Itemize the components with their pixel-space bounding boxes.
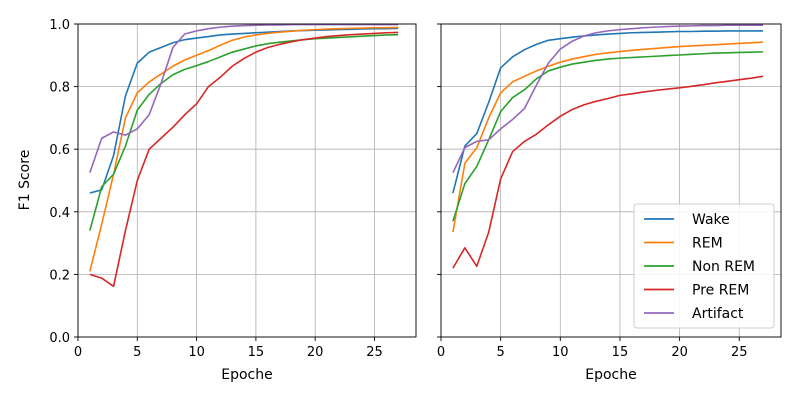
x-tick-label: 5 <box>133 345 141 360</box>
x-tick-label: 20 <box>307 345 324 360</box>
x-tick-label: 0 <box>437 345 445 360</box>
y-tick-label: 0.4 <box>49 206 70 221</box>
axes-frame <box>77 23 417 338</box>
x-tick-label: 25 <box>366 345 383 360</box>
axes-frame <box>440 23 782 338</box>
x-tick-label: 25 <box>731 345 748 360</box>
y-tick-label: 0.0 <box>49 331 70 346</box>
y-tick-label: 1.0 <box>49 18 70 33</box>
series-line-non-rem <box>452 51 764 222</box>
series-line-artifact <box>452 24 764 174</box>
x-tick-label: 10 <box>552 345 569 360</box>
series-line-pre-rem <box>89 31 399 288</box>
y-tick-label: 0.6 <box>49 143 70 158</box>
legend: Wake REM Non REM Pre REM Artifact <box>633 203 775 329</box>
series-line-rem <box>452 41 764 233</box>
plot-area <box>77 23 416 338</box>
series-line-wake <box>89 27 399 194</box>
plot-area <box>440 23 781 338</box>
y-tick-label: 0.8 <box>49 81 70 96</box>
x-axis-label: Epoche <box>585 367 636 383</box>
legend-label-rem: REM <box>692 236 723 252</box>
x-axis-label: Epoche <box>221 367 272 383</box>
series-line-artifact <box>89 23 399 173</box>
legend-box <box>633 203 775 329</box>
legend-label-wake: Wake <box>692 212 730 228</box>
legend-label-non-rem: Non REM <box>692 259 755 275</box>
x-tick-label: 15 <box>248 345 265 360</box>
series-line-wake <box>452 30 764 194</box>
legend-label-pre-rem: Pre REM <box>692 283 749 299</box>
y-axis-label: F1 Score <box>17 150 33 211</box>
x-tick-label: 20 <box>671 345 688 360</box>
right-subplot: Epoche 0 5 10 15 20 25 Wake REM Non REM Pre REM Ar… <box>437 23 782 383</box>
x-tick-label: 5 <box>497 345 505 360</box>
series-line-pre-rem <box>452 75 764 269</box>
x-tick-label: 0 <box>74 345 82 360</box>
x-tick-label: 10 <box>188 345 205 360</box>
legend-label-artifact: Artifact <box>692 306 744 322</box>
left-subplot: F1 Score Epoche 0 5 10 15 20 25 0.0 0.2 0.4 0.6 0.… <box>17 18 417 383</box>
y-tick-label: 0.2 <box>49 268 70 283</box>
series-line-rem <box>89 26 399 272</box>
series-line-non-rem <box>89 33 399 231</box>
x-tick-label: 15 <box>612 345 629 360</box>
